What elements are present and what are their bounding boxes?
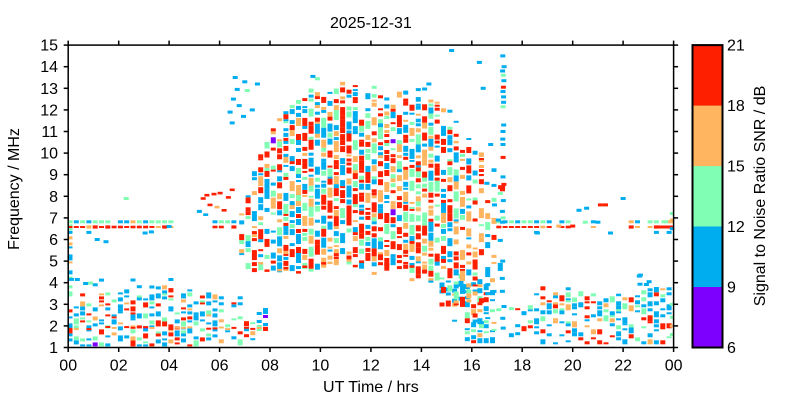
svg-text:18: 18 <box>513 358 531 375</box>
svg-text:22: 22 <box>614 358 632 375</box>
svg-text:2025-12-31: 2025-12-31 <box>330 15 412 32</box>
svg-text:21: 21 <box>727 38 745 55</box>
svg-text:6: 6 <box>727 340 736 357</box>
svg-text:Frequency / MHz: Frequency / MHz <box>6 128 23 250</box>
svg-text:9: 9 <box>49 167 58 184</box>
svg-text:18: 18 <box>727 98 745 115</box>
svg-text:13: 13 <box>40 81 58 98</box>
svg-text:14: 14 <box>40 59 58 76</box>
svg-text:9: 9 <box>727 280 736 297</box>
svg-text:00: 00 <box>59 358 77 375</box>
svg-text:02: 02 <box>110 358 128 375</box>
svg-text:10: 10 <box>312 358 330 375</box>
svg-text:Signal to Noise Ratio SNR / dB: Signal to Noise Ratio SNR / dB <box>752 86 769 307</box>
svg-text:6: 6 <box>49 232 58 249</box>
svg-text:5: 5 <box>49 254 58 271</box>
svg-text:14: 14 <box>413 358 431 375</box>
svg-text:3: 3 <box>49 297 58 314</box>
svg-text:7: 7 <box>49 210 58 227</box>
svg-text:11: 11 <box>41 124 58 141</box>
svg-text:06: 06 <box>211 358 229 375</box>
svg-text:1: 1 <box>49 340 58 357</box>
svg-text:16: 16 <box>463 358 481 375</box>
svg-text:12: 12 <box>727 219 745 236</box>
svg-text:15: 15 <box>40 38 58 55</box>
svg-text:20: 20 <box>564 358 582 375</box>
svg-text:15: 15 <box>727 159 745 176</box>
svg-text:2: 2 <box>49 318 58 335</box>
svg-text:00: 00 <box>665 358 683 375</box>
svg-text:12: 12 <box>40 102 58 119</box>
svg-text:12: 12 <box>362 358 380 375</box>
svg-text:08: 08 <box>261 358 279 375</box>
svg-text:04: 04 <box>160 358 178 375</box>
svg-text:10: 10 <box>40 146 58 163</box>
svg-text:4: 4 <box>49 275 58 292</box>
svg-text:8: 8 <box>49 189 58 206</box>
svg-text:UT Time / hrs: UT Time / hrs <box>323 379 419 396</box>
